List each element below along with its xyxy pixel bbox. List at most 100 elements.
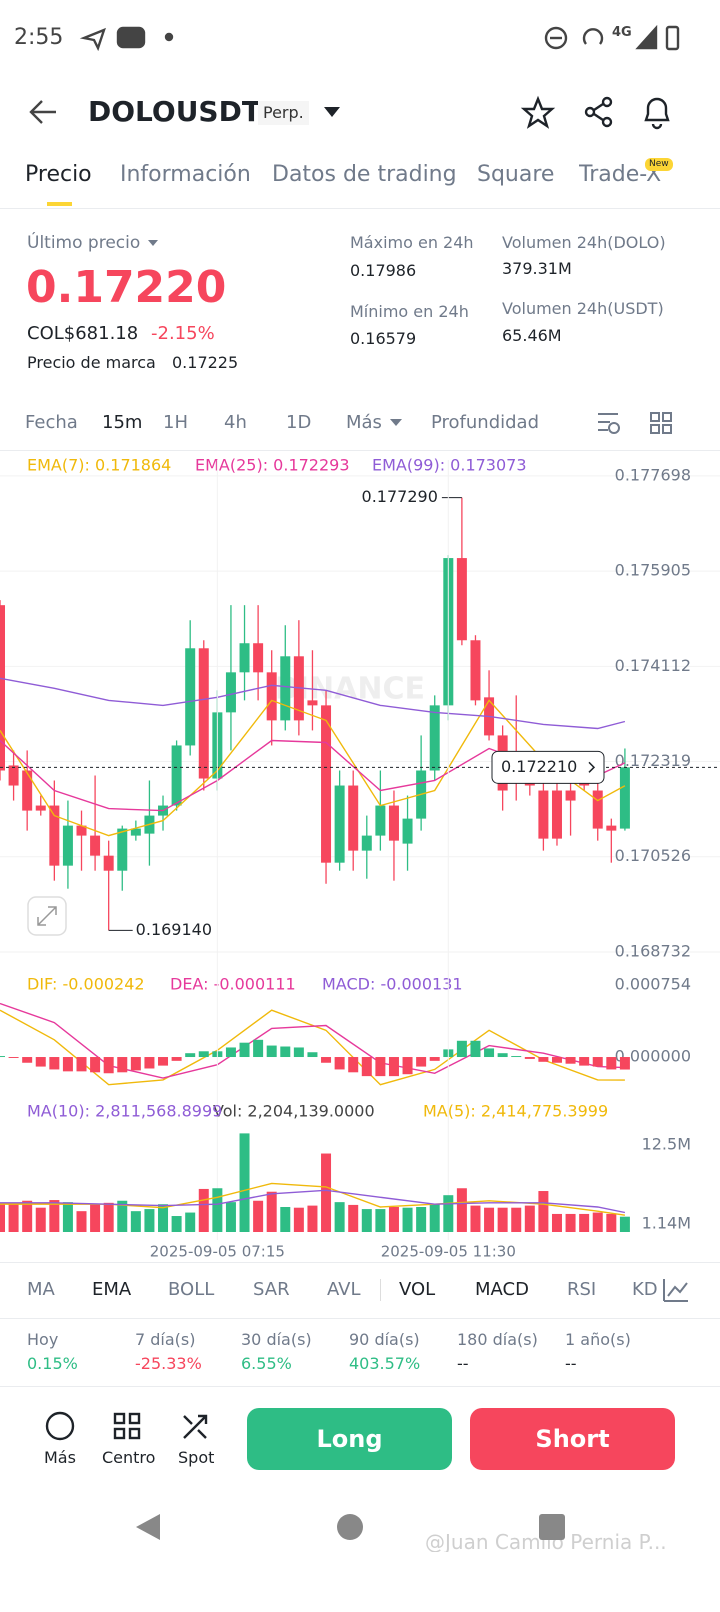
more-icon[interactable] (45, 1411, 75, 1441)
price-label: 0.172210 (501, 757, 577, 776)
candle-body (443, 558, 454, 706)
interval[interactable]: 1H (163, 412, 188, 433)
indicator[interactable]: RSI (567, 1279, 597, 1300)
bar (266, 1191, 277, 1232)
settings-icon[interactable] (598, 413, 618, 431)
action-label[interactable]: Centro (102, 1448, 156, 1467)
stat-label: Volumen 24h(USDT) (502, 299, 664, 318)
tab[interactable]: Información (120, 162, 251, 187)
indicator[interactable]: EMA (92, 1279, 132, 1300)
caret-icon (390, 419, 402, 426)
bell-icon[interactable] (644, 97, 670, 130)
y-tick-label: 0.172319 (615, 751, 691, 770)
indicator[interactable]: MA (27, 1279, 55, 1300)
star-icon[interactable] (520, 95, 556, 129)
interval[interactable]: 4h (224, 412, 247, 433)
action-label[interactable]: Más (44, 1448, 76, 1467)
bar (565, 1057, 576, 1064)
candle-body (416, 770, 427, 819)
indicator[interactable]: KD (632, 1279, 658, 1300)
indicator[interactable]: VOL (399, 1279, 436, 1300)
nav-home[interactable] (337, 1514, 363, 1540)
candle-body (62, 825, 73, 866)
bar (90, 1057, 101, 1073)
perf-value: 403.57% (349, 1354, 421, 1373)
nav-back[interactable] (136, 1514, 160, 1540)
x-tick-label: 2025-09-05 07:15 (150, 1243, 285, 1261)
bar (307, 1205, 318, 1232)
bar (90, 1204, 101, 1232)
bar (456, 1188, 467, 1232)
back-icon[interactable] (29, 100, 56, 124)
bar (334, 1202, 345, 1232)
bar (0, 1202, 5, 1232)
status-network: 4G (612, 25, 632, 40)
legend-entry: DEA: -0.000111 (170, 975, 296, 994)
expand-icon[interactable] (27, 896, 67, 936)
candle-body (307, 700, 318, 706)
bar (416, 1207, 427, 1232)
bar (225, 1202, 236, 1232)
candle-body (321, 705, 332, 863)
grid-icon (662, 412, 672, 422)
draw-icon[interactable] (663, 1279, 688, 1302)
candle-body (511, 770, 522, 776)
indicator[interactable]: MACD (475, 1279, 529, 1300)
y-tick-label: 0.000000 (615, 1047, 691, 1066)
symbol[interactable]: DOLOUSDT (88, 95, 261, 128)
tab[interactable]: Square (477, 162, 555, 187)
indicator-line (0, 677, 626, 730)
interval[interactable]: 15m (102, 412, 143, 433)
candle-body (538, 790, 549, 839)
indicator[interactable]: AVL (327, 1279, 361, 1300)
bar (484, 1048, 495, 1058)
spot-icon[interactable] (183, 1414, 208, 1439)
candle-body (239, 643, 250, 673)
caret-icon[interactable] (324, 107, 340, 117)
perf-value: -- (565, 1354, 577, 1373)
center-icon (128, 1412, 141, 1425)
center-icon[interactable] (113, 1412, 126, 1425)
watermark: @Juan Camilo Pernia P... (425, 1532, 667, 1552)
interval[interactable]: 1D (286, 412, 312, 433)
tab[interactable]: Trade-X (579, 164, 662, 186)
share-icon (601, 96, 613, 108)
interval[interactable]: Profundidad (431, 412, 540, 433)
action-label[interactable]: Spot (178, 1448, 215, 1467)
bar (579, 1213, 590, 1232)
candle-body (592, 790, 603, 829)
interval[interactable]: Fecha (25, 412, 78, 433)
tab[interactable]: Precio (25, 162, 92, 187)
grid-icon[interactable] (650, 412, 660, 422)
legend-entry: DIF: -0.000242 (27, 975, 145, 994)
bar (103, 1202, 114, 1232)
perf-label: 7 día(s) (135, 1330, 196, 1349)
bar (497, 1207, 508, 1232)
battery-icon (665, 25, 680, 51)
candle-body (198, 648, 209, 779)
tab[interactable]: Datos de trading (272, 162, 457, 187)
hotspot-icon (582, 28, 604, 45)
bar (293, 1207, 304, 1232)
candle-body (293, 656, 304, 721)
stat-value: 0.16579 (350, 329, 417, 348)
candle-body (619, 767, 630, 829)
perf-label: 1 año(s) (565, 1330, 631, 1349)
candle-body (158, 805, 169, 816)
candle-body (348, 785, 359, 851)
share-icon[interactable] (584, 106, 596, 118)
indicator[interactable]: SAR (253, 1279, 290, 1300)
candle-body (565, 790, 576, 801)
long-button[interactable]: Long (247, 1408, 452, 1470)
interval[interactable]: Más (346, 412, 382, 433)
indicator-line (0, 699, 626, 837)
indicator[interactable]: BOLL (168, 1279, 215, 1300)
candle-body (388, 805, 399, 841)
tag: Perp. (258, 101, 309, 125)
watermark: BINANCE (275, 672, 425, 707)
bar (619, 1216, 630, 1232)
short-button[interactable]: Short (470, 1408, 675, 1470)
bar (443, 1195, 454, 1232)
candle-body (606, 825, 617, 831)
bar (8, 1057, 19, 1058)
